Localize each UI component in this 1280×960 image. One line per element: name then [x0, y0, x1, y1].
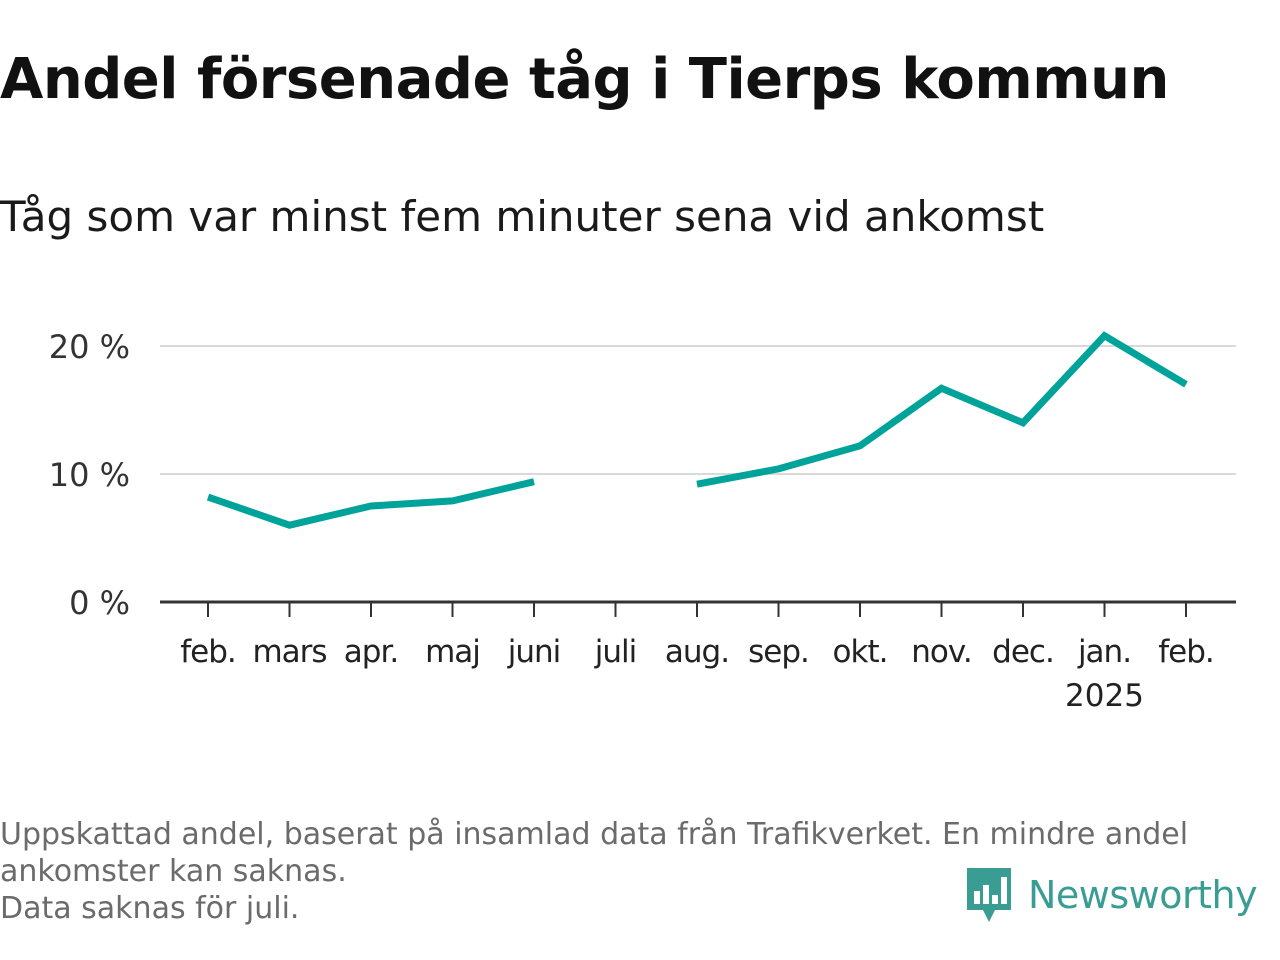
- series-line-segment: [696, 331, 1188, 488]
- footnote-line: ankomster kan saknas.: [0, 854, 347, 889]
- x-tick-label: feb.: [1158, 634, 1214, 670]
- chart-subtitle: Tåg som var minst fem minuter sena vid a…: [0, 192, 1045, 241]
- x-tick-label: maj: [425, 634, 480, 670]
- x-tick-label: juni: [507, 634, 561, 670]
- x-tick-label: okt.: [833, 634, 888, 670]
- x-year-label: 2025: [1065, 678, 1144, 714]
- y-axis-labels: 0 % 10 % 20 %: [49, 328, 130, 622]
- x-tick-label: nov.: [911, 634, 971, 670]
- x-tick-label: feb.: [180, 634, 236, 670]
- footnote-line: Data saknas för juli.: [0, 891, 300, 926]
- x-tick-label: dec.: [992, 634, 1054, 670]
- x-tick-label: sep.: [748, 634, 809, 670]
- x-tick-label: aug.: [665, 634, 729, 670]
- y-tick-label: 20 %: [49, 328, 130, 366]
- newsworthy-brand: Newsworthy: [964, 862, 1258, 928]
- chart-footnote: Uppskattad andel, baserat på insamlad da…: [0, 816, 1270, 927]
- newsworthy-logo-icon: [967, 868, 1011, 922]
- line-chart: 0 % 10 % 20 % feb. mars apr. maj juni juli aug. s…: [49, 328, 1236, 714]
- series-line-segment: [206, 478, 535, 529]
- y-tick-label: 10 %: [49, 456, 130, 494]
- brand-name: Newsworthy: [1028, 873, 1258, 917]
- x-tick-label: jan.: [1077, 634, 1131, 670]
- y-tick-label: 0 %: [69, 584, 130, 622]
- x-tick-label: juli: [594, 634, 637, 670]
- chart-title: Andel försenade tåg i Tierps kommun: [0, 47, 1169, 112]
- series-lines: [206, 331, 1188, 529]
- gridlines: [160, 345, 1236, 475]
- footnote-line: Uppskattad andel, baserat på insamlad da…: [0, 817, 1189, 852]
- x-axis: [160, 600, 1236, 617]
- x-axis-labels: feb. mars apr. maj juni juli aug. sep. okt. nov. d…: [180, 634, 1215, 714]
- x-tick-label: apr.: [344, 634, 398, 670]
- x-tick-label: mars: [252, 634, 326, 670]
